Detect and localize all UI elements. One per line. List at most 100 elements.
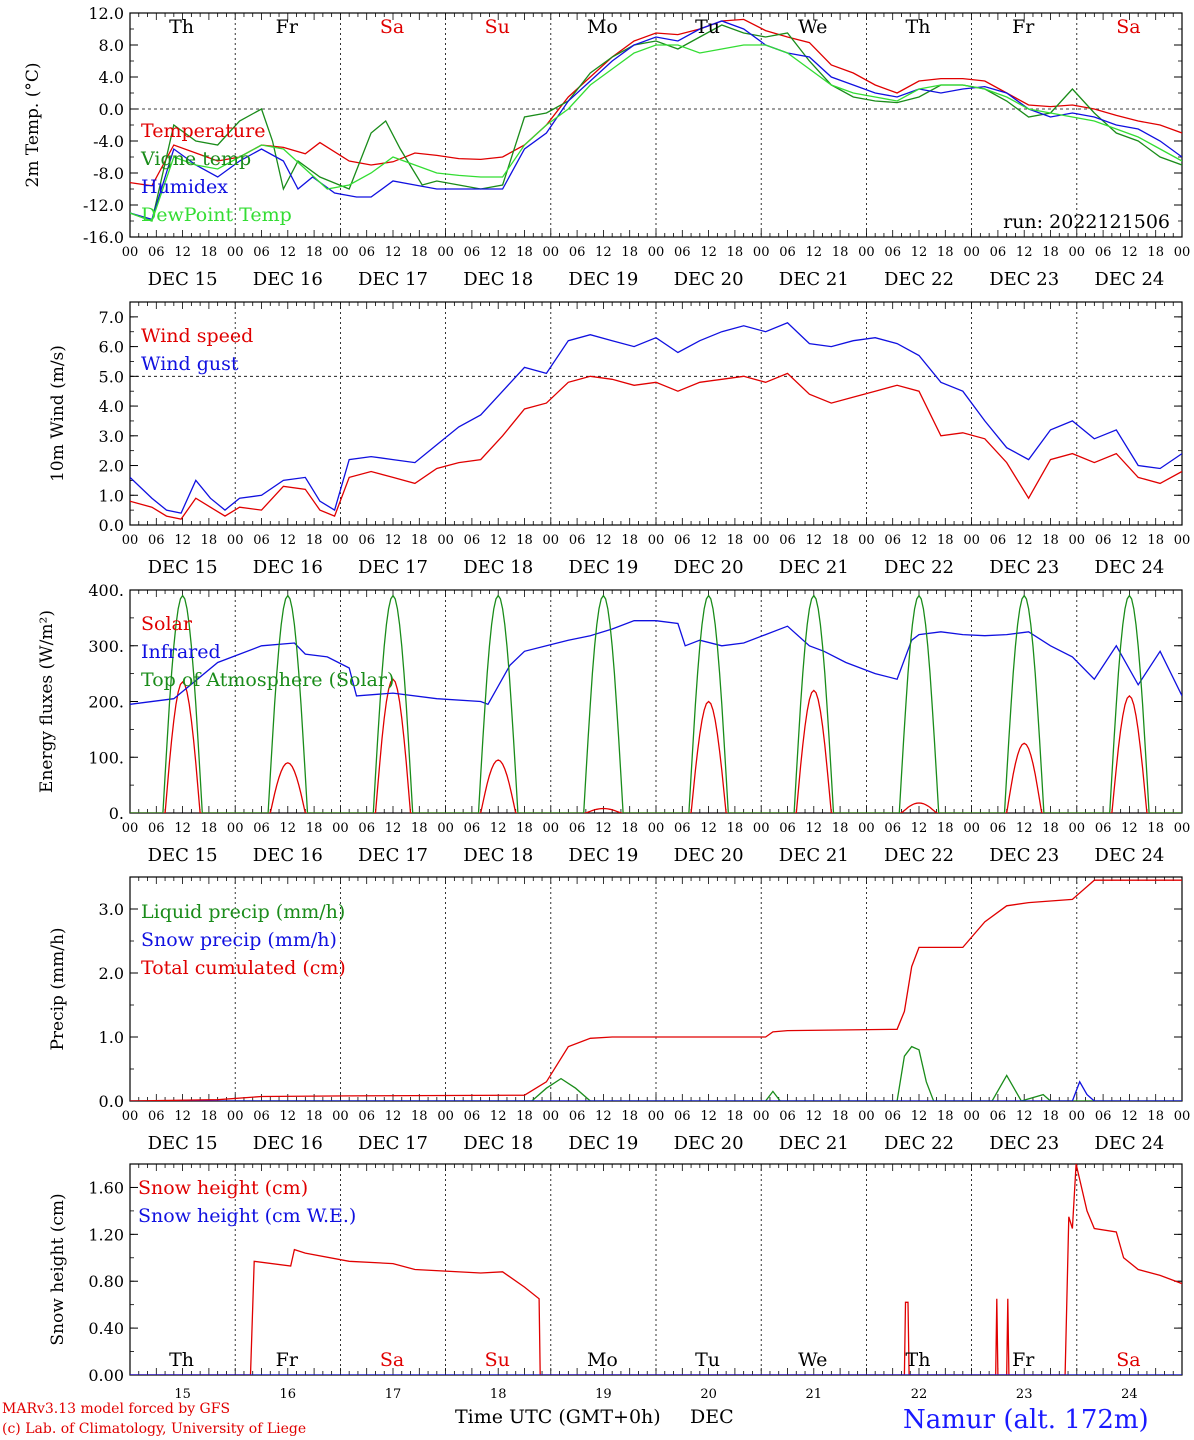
hour-tick-label: 18 <box>832 245 849 260</box>
day-name-label: We <box>798 16 827 38</box>
y-tick-label: 0. <box>109 804 124 823</box>
hour-tick-label: 06 <box>884 533 901 548</box>
hour-tick-label: 12 <box>595 533 612 548</box>
hour-tick-label: 18 <box>411 533 428 548</box>
day-number-label: 19 <box>595 1387 612 1402</box>
hour-tick-label: 18 <box>727 245 744 260</box>
hour-tick-label: 12 <box>174 821 191 836</box>
date-label: DEC 23 <box>989 269 1059 290</box>
series-line-snow-precip-mm-h- <box>130 1080 1182 1101</box>
hour-tick-label: 18 <box>306 1109 323 1124</box>
day-number-label: 24 <box>1121 1387 1138 1402</box>
hour-tick-label: 00 <box>1174 245 1191 260</box>
hour-tick-label: 18 <box>201 533 218 548</box>
time-axis-label: Time UTC (GMT+0h) <box>455 1406 661 1428</box>
legend-entry: Snow precip (mm/h) <box>141 929 337 951</box>
hour-tick-label: 12 <box>1121 821 1138 836</box>
date-label: DEC 22 <box>884 557 954 578</box>
y-tick-label: 300. <box>88 637 124 656</box>
hour-tick-label: 18 <box>1147 1109 1164 1124</box>
y-tick-label: 3.0 <box>99 427 124 446</box>
legend-entry: Wind gust <box>141 353 239 375</box>
hour-tick-label: 00 <box>332 533 349 548</box>
hour-tick-label: 12 <box>280 533 297 548</box>
y-tick-label: 4.0 <box>99 68 124 87</box>
legend-entry: Temperature <box>141 120 265 142</box>
hour-tick-label: 12 <box>385 245 402 260</box>
hour-tick-label: 12 <box>1121 245 1138 260</box>
hour-tick-label: 06 <box>779 1109 796 1124</box>
model-credit-text: MARv3.13 model forced by GFS <box>2 1401 230 1417</box>
date-label: DEC 23 <box>989 845 1059 866</box>
hour-tick-label: 00 <box>963 245 980 260</box>
series-group <box>130 1164 1182 1375</box>
hour-tick-label: 18 <box>516 533 533 548</box>
hour-tick-label: 18 <box>727 1109 744 1124</box>
month-label: DEC <box>690 1406 734 1428</box>
y-tick-label: 200. <box>88 693 124 712</box>
chart-panel-4: 3.0 2.0 1.0 0.0 Precip (mm/h) Liquid precip (… <box>48 876 1190 1154</box>
legend-entry: Solar <box>141 613 193 635</box>
date-label: DEC 17 <box>358 845 428 866</box>
hour-tick-label: 12 <box>806 533 823 548</box>
hour-tick-label: 00 <box>753 533 770 548</box>
hour-tick-label: 06 <box>569 533 586 548</box>
legend-entry: Top of Atmosphere (Solar) <box>141 669 394 691</box>
hour-tick-label: 18 <box>306 533 323 548</box>
date-label: DEC 24 <box>1094 557 1164 578</box>
date-label: DEC 16 <box>253 1133 323 1154</box>
hour-tick-label: 18 <box>411 1109 428 1124</box>
date-label: DEC 15 <box>148 845 218 866</box>
hour-tick-label: 18 <box>727 821 744 836</box>
date-label: DEC 21 <box>779 557 849 578</box>
hour-tick-label: 12 <box>911 821 928 836</box>
date-label: DEC 20 <box>674 845 744 866</box>
date-label: DEC 22 <box>884 845 954 866</box>
day-name-label: We <box>798 1349 827 1371</box>
y-tick-label: 0.0 <box>99 100 124 119</box>
hour-tick-label: 00 <box>332 245 349 260</box>
series-line-top-of-atmosphere-solar- <box>130 594 1182 813</box>
hour-tick-label: 06 <box>148 245 165 260</box>
legend-entry: Vigne temp <box>140 148 251 170</box>
y-tick-label: 0.0 <box>99 1092 124 1111</box>
hour-tick-label: 00 <box>543 821 560 836</box>
date-label: DEC 19 <box>568 845 638 866</box>
hour-tick-label: 06 <box>990 533 1007 548</box>
hour-tick-label: 06 <box>464 821 481 836</box>
hour-tick-label: 18 <box>727 533 744 548</box>
day-number-label: 22 <box>911 1387 928 1402</box>
hour-tick-label: 18 <box>1147 533 1164 548</box>
hour-tick-label: 18 <box>621 1109 638 1124</box>
date-label: DEC 21 <box>779 845 849 866</box>
hour-tick-label: 00 <box>1174 533 1191 548</box>
hour-tick-label: 18 <box>1147 245 1164 260</box>
legend-entry: Infrared <box>141 641 221 663</box>
day-name-label: Th <box>169 1349 194 1371</box>
series-line-total-cumulated-cm- <box>130 879 1182 1101</box>
hour-tick-label: 12 <box>280 1109 297 1124</box>
hour-tick-label: 12 <box>595 821 612 836</box>
y-tick-label: 1.20 <box>88 1225 124 1244</box>
hour-tick-label: 12 <box>490 1109 507 1124</box>
y-tick-label: 6.0 <box>99 338 124 357</box>
hour-tick-label: 06 <box>464 245 481 260</box>
hour-tick-label: 06 <box>1095 1109 1112 1124</box>
day-name-label: Su <box>485 1349 510 1371</box>
hour-tick-label: 18 <box>832 1109 849 1124</box>
series-line-wind-gust <box>130 322 1182 514</box>
hour-tick-label: 00 <box>122 245 139 260</box>
hour-tick-label: 12 <box>280 245 297 260</box>
y-tick-label: 1.0 <box>99 1028 124 1047</box>
day-number-label: 21 <box>806 1387 823 1402</box>
day-name-label: Fr <box>1012 16 1035 38</box>
y-tick-label: -16.0 <box>83 228 124 247</box>
day-name-label: Sa <box>380 1349 404 1371</box>
hour-tick-label: 12 <box>1016 533 1033 548</box>
y-axis-label: 10m Wind (m/s) <box>48 345 68 482</box>
hour-tick-label: 00 <box>858 533 875 548</box>
hour-tick-label: 00 <box>543 1109 560 1124</box>
hour-tick-label: 12 <box>174 1109 191 1124</box>
y-tick-label: 2.0 <box>99 964 124 983</box>
day-name-label: Sa <box>1116 16 1140 38</box>
